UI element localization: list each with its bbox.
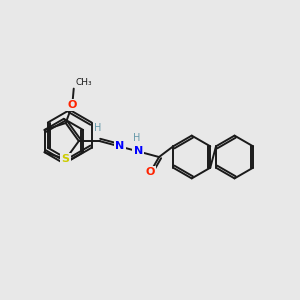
Text: O: O [68,100,77,110]
Text: N: N [134,146,143,157]
Text: O: O [146,167,155,178]
Text: H: H [94,123,102,133]
Text: CH₃: CH₃ [75,78,92,87]
Text: S: S [62,154,70,164]
Text: H: H [133,133,141,143]
Text: N: N [115,142,124,152]
